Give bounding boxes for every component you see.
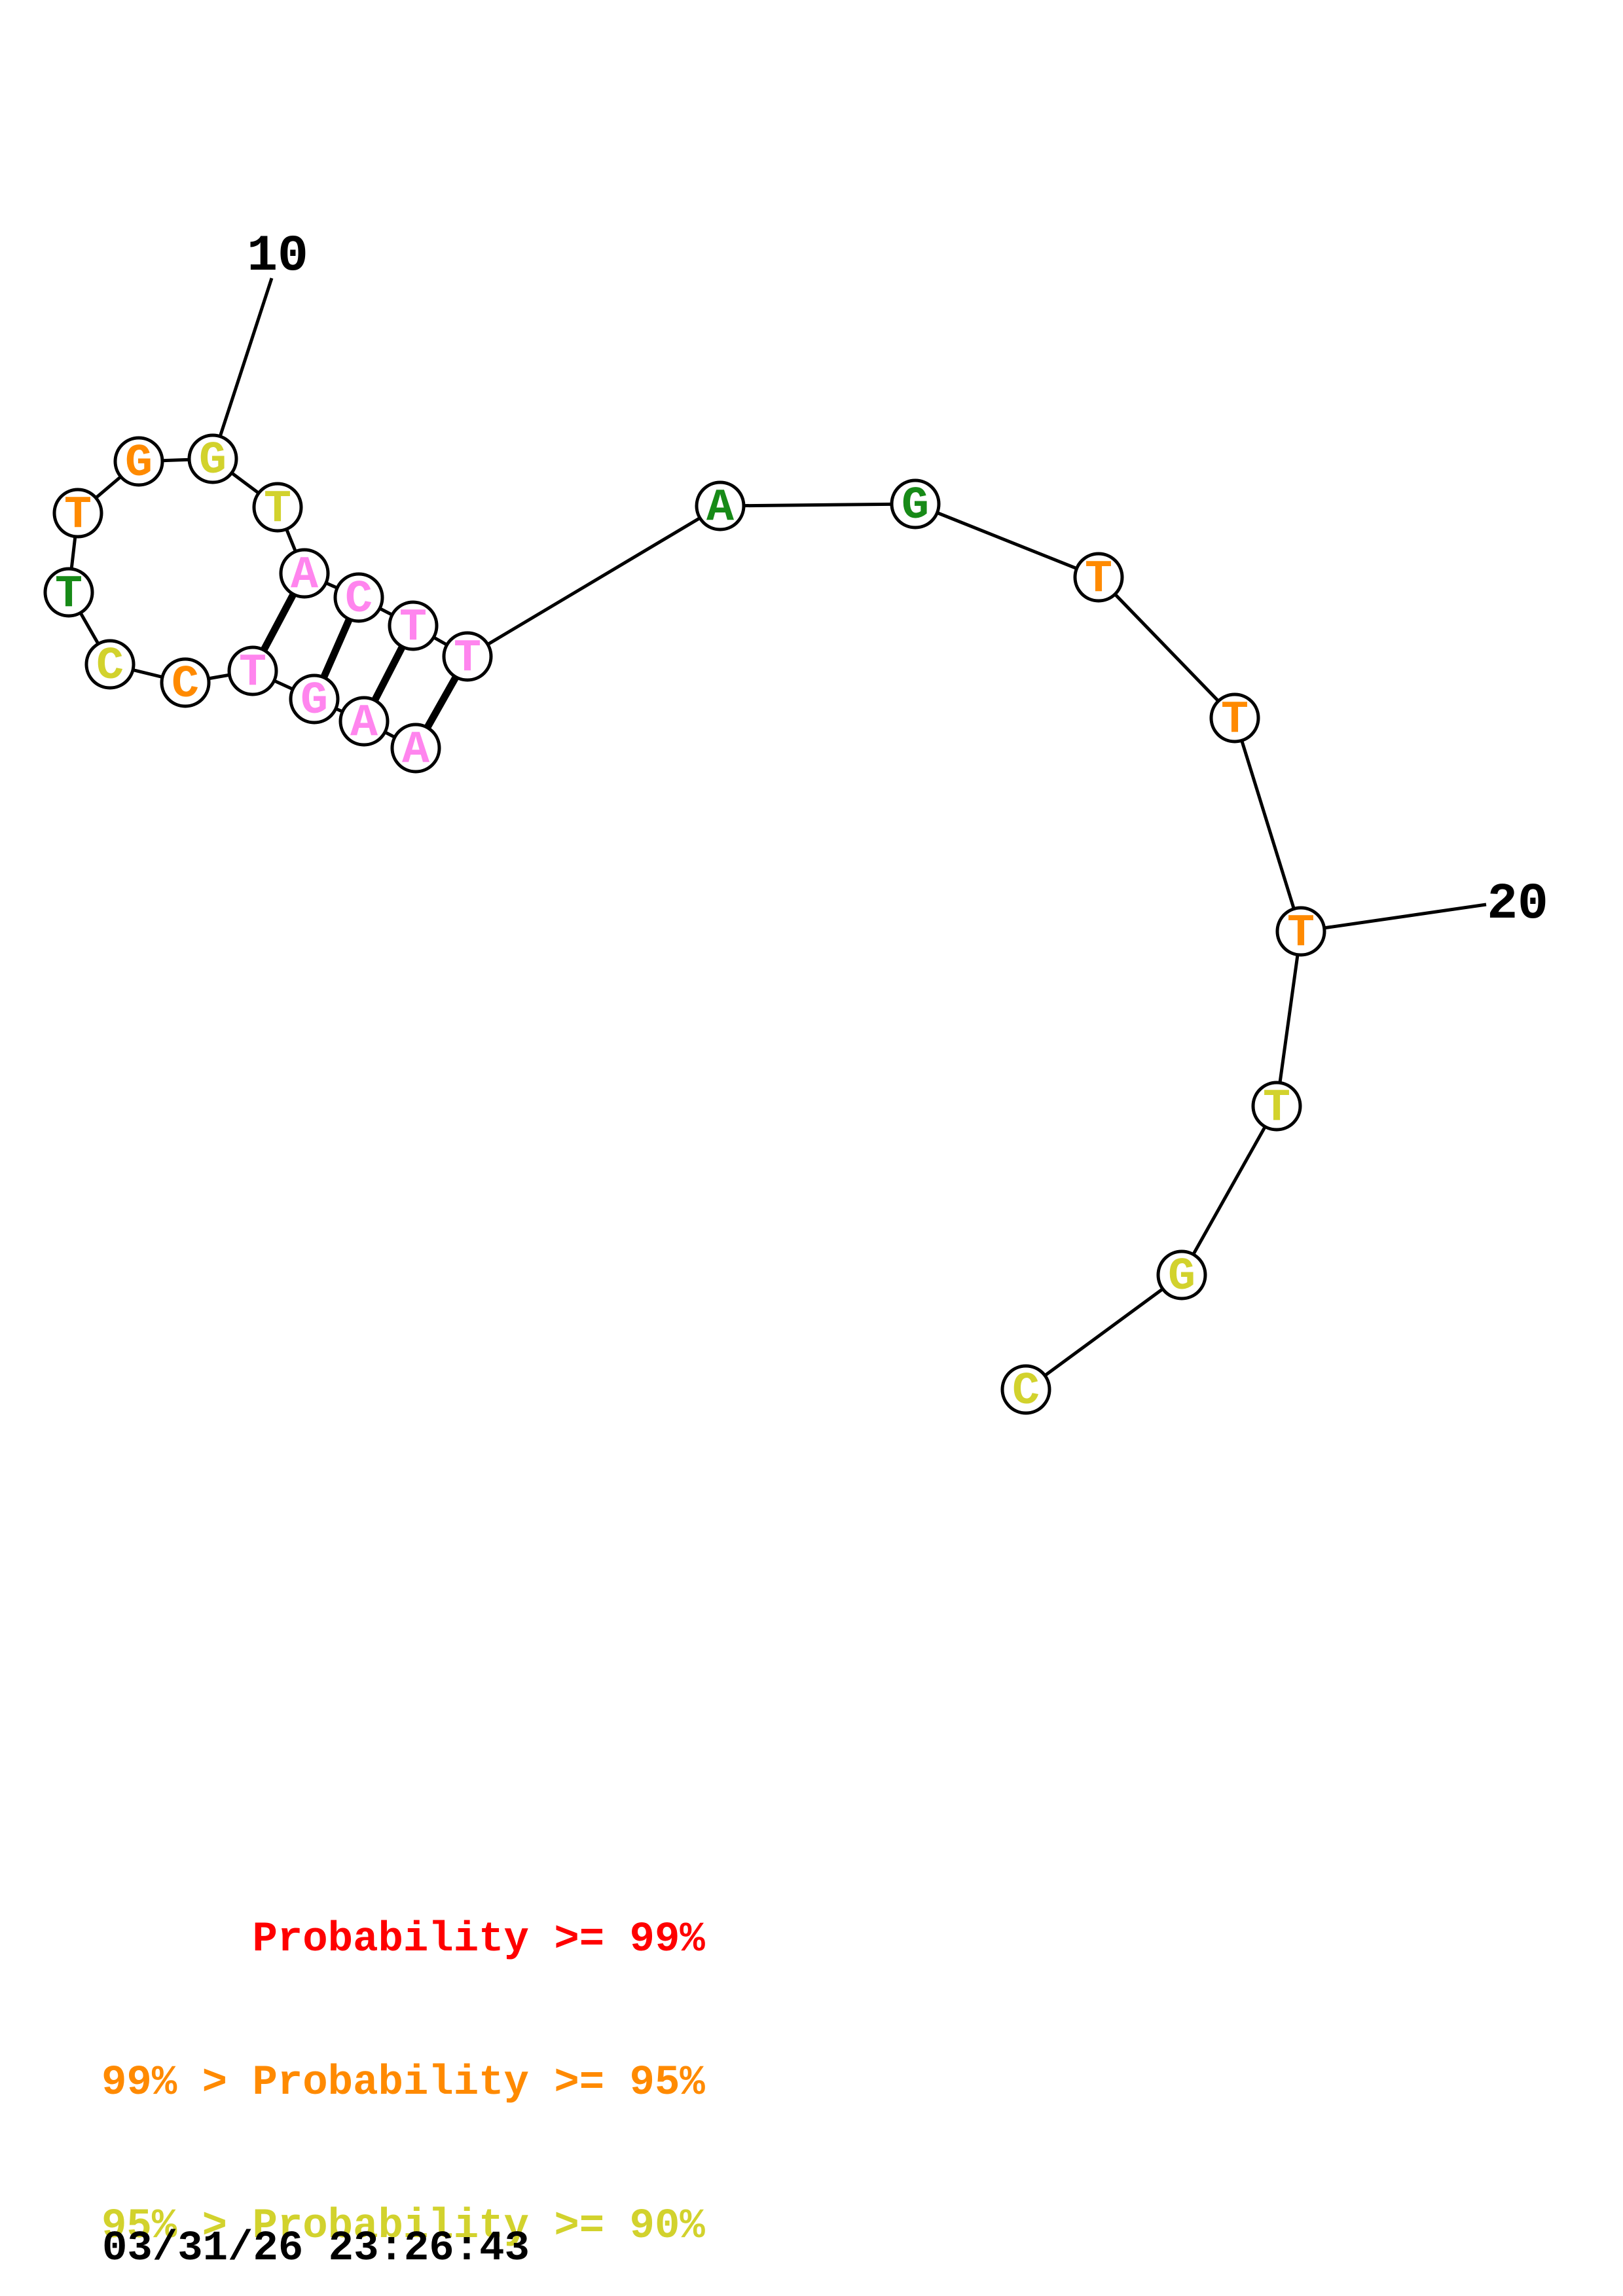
nucleotide-base: T — [64, 490, 92, 541]
nucleotide-base: T — [1287, 908, 1315, 960]
nucleotide-base: A — [706, 482, 734, 534]
nucleotide-circle — [1073, 552, 1124, 603]
nucleotide-circle — [1275, 906, 1326, 957]
nucleotide-base: A — [402, 725, 429, 776]
nucleotide-circle — [187, 433, 238, 484]
nucleotide-circle — [43, 567, 94, 618]
nucleotide-circle — [113, 436, 164, 487]
nucleotide-circle — [279, 548, 330, 599]
nucleotide-circle — [227, 645, 278, 696]
nucleotide-circle — [1251, 1081, 1302, 1132]
nucleotide-circle — [338, 696, 390, 747]
nucleotide-circle — [388, 600, 439, 651]
nucleotide-base: T — [55, 569, 82, 620]
nucleotide-circle — [333, 572, 384, 623]
label-leader-line — [1300, 903, 1487, 933]
nucleotide-circle — [289, 673, 340, 725]
sequence-number-label: 10 — [247, 228, 308, 285]
legend-row-95-99: 99% > Probability >= 95% — [101, 2060, 705, 2107]
nucleotide-base: C — [96, 641, 124, 692]
backbone-bond — [1275, 931, 1303, 1107]
backbone-bond — [1180, 1105, 1279, 1276]
nucleotide-base: T — [1263, 1083, 1290, 1134]
legend-row-ge99: Probability >= 99% — [101, 1916, 705, 1964]
nucleotide-base: T — [239, 647, 266, 699]
nucleotide-base: A — [291, 550, 318, 601]
nucleotide-base: G — [1168, 1251, 1195, 1303]
backbone-bond — [720, 502, 916, 508]
nucleotide-circle — [390, 723, 441, 774]
backbone-bond — [1097, 576, 1236, 719]
sequence-number-label: 20 — [1487, 876, 1548, 933]
nucleotide-circle — [1209, 692, 1260, 744]
nucleotide-circle — [84, 639, 136, 690]
backbone-bond — [466, 504, 721, 658]
label-leader-line — [211, 278, 274, 459]
nucleotide-circle — [160, 657, 211, 708]
legend-row-90-95: 95% > Probability >= 90% — [101, 2203, 705, 2250]
nucleotide-base: C — [345, 574, 373, 626]
nucleotide-circle — [1000, 1364, 1051, 1415]
nucleotide-circle — [695, 480, 746, 531]
nucleotide-base: T — [1221, 694, 1249, 746]
nucleotide-base: G — [199, 435, 227, 487]
nucleotide-base: G — [125, 438, 153, 490]
nucleotide-base: T — [264, 484, 291, 535]
nucleotide-circle — [252, 482, 303, 533]
probability-legend: Probability >= 99% 99% > Probability >= … — [101, 1821, 705, 2296]
nucleotide-circle — [1156, 1249, 1207, 1300]
nucleotide-base: G — [902, 480, 929, 532]
nucleotide-base: C — [172, 659, 199, 711]
nucleotide-base: T — [1085, 554, 1112, 605]
nucleotide-base: C — [1012, 1366, 1040, 1418]
backbone-bond — [1025, 1273, 1183, 1391]
timestamp: 03/31/26 23:26:43 — [102, 2225, 530, 2272]
nucleotide-circle — [890, 478, 941, 529]
backbone-bond — [1233, 717, 1303, 932]
nucleotide-circle — [52, 488, 103, 539]
nucleotide-base: T — [454, 633, 481, 685]
nucleotide-base: G — [301, 675, 328, 727]
nucleotide-circle — [442, 631, 493, 682]
nucleotide-base: A — [350, 698, 378, 749]
backbone-bond — [915, 502, 1099, 579]
nucleotide-base: T — [399, 602, 427, 654]
